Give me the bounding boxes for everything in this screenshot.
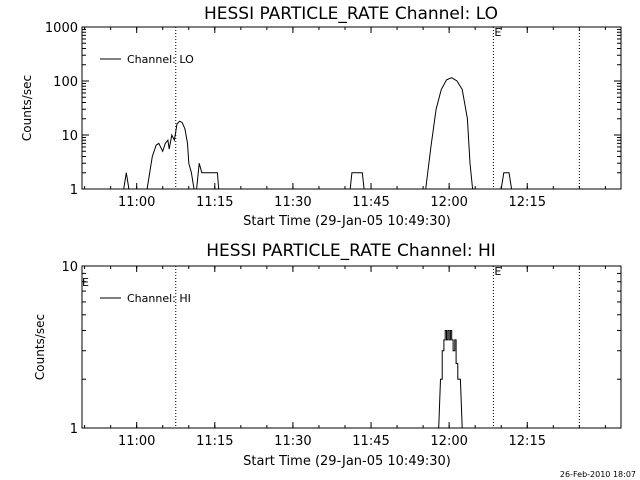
hi-y-tick-label: 1: [70, 422, 78, 437]
hi-x-tick-label: 11:15: [196, 434, 233, 449]
lo-series-segment: [425, 77, 474, 190]
lo-y-tick-label: 1000: [45, 21, 78, 36]
lo-series: [123, 77, 513, 190]
lo-x-tick-label: 11:15: [196, 195, 233, 210]
lo-event-label: E: [494, 26, 501, 39]
lo-x-axis: 11:00 11:15 11:30 11:45 12:00 12:15: [84, 27, 606, 210]
hi-legend-label: Channel: HI: [127, 292, 191, 305]
lo-x-tick-label: 11:30: [274, 195, 311, 210]
lo-x-tick-label: 12:00: [430, 195, 467, 210]
lo-series-segment: [146, 120, 195, 190]
lo-chart-title: HESSI PARTICLE_RATE Channel: LO: [204, 4, 498, 24]
lo-x-tick-label: 12:15: [509, 195, 546, 210]
hi-event-label: E: [494, 265, 501, 278]
hi-plot-frame: [81, 265, 622, 429]
lo-y-axis: 1 10 100 1000: [45, 21, 621, 198]
lo-x-tick-label: 11:00: [118, 195, 155, 210]
hi-x-tick-label: 12:15: [509, 434, 546, 449]
lo-series-segment: [123, 172, 130, 190]
hi-y-axis-label: Counts/sec: [33, 314, 47, 380]
lo-y-tick-label: 1: [70, 183, 78, 198]
hi-x-axis-label: Start Time (29-Jan-05 10:49:30): [243, 454, 451, 469]
hi-corner-label: E: [82, 276, 89, 289]
hi-x-tick-label: 11:00: [118, 434, 155, 449]
lo-series-segment: [500, 172, 513, 190]
hi-x-tick-label: 11:45: [352, 434, 389, 449]
lo-legend-label: Channel: LO: [127, 53, 194, 66]
lo-plot-frame: [81, 26, 622, 190]
lo-x-axis-label: Start Time (29-Jan-05 10:49:30): [243, 214, 451, 229]
lo-y-tick-label: 10: [61, 129, 78, 144]
hi-channel-panel: HESSI PARTICLE_RATE Channel: HI E 11:00 1…: [33, 241, 622, 469]
hi-chart-title: HESSI PARTICLE_RATE Channel: HI: [206, 241, 496, 261]
hi-x-tick-label: 12:00: [430, 434, 467, 449]
lo-y-tick-label: 100: [53, 75, 78, 90]
lo-x-tick-label: 11:45: [352, 195, 389, 210]
hi-y-tick-label: 10: [61, 260, 78, 275]
lo-series-segment: [349, 172, 365, 190]
hi-legend: Channel: HI: [100, 292, 191, 305]
lo-series-segment: [196, 163, 220, 190]
hi-series-segment: [438, 330, 463, 429]
lo-legend: Channel: LO: [100, 53, 194, 66]
lo-y-axis-label: Counts/sec: [20, 75, 34, 141]
hi-x-tick-label: 11:30: [274, 434, 311, 449]
footer-timestamp: 26-Feb-2010 18:07: [560, 470, 636, 479]
lo-channel-panel: HESSI PARTICLE_RATE Channel: LO E 11:00 1…: [20, 4, 622, 229]
hi-x-axis: 11:00 11:15 11:30 11:45 12:00 12:15: [84, 266, 606, 449]
hi-event-lines: E: [175, 265, 580, 428]
hi-series: [438, 330, 463, 429]
hi-y-axis: 1 10: [61, 260, 621, 437]
lo-event-lines: E: [175, 26, 580, 189]
